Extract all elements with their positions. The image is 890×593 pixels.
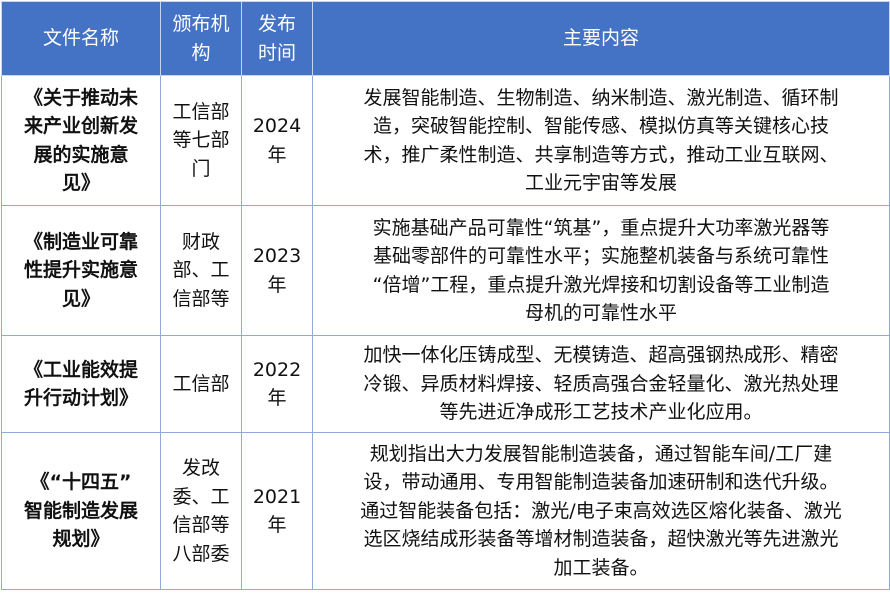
text-line: 通过智能装备包括：激光/电子束高效选区熔化装备、激光 [360,499,842,522]
text-line: 2023 [252,245,302,267]
agency-cell: 工信部 [160,335,242,433]
content-cell: 发展智能制造、生物制造、纳米制造、激光制造、循环制 造，突破智能控制、智能传感、模… [312,75,890,206]
text-line: 设，带动通用、专用智能制造装备加速研制和迭代升级。 [363,471,839,494]
text-line: 术，推广柔性制造、共享制造等方式，推动工业互联网、 [363,143,839,166]
text-line: 2022 [252,358,302,381]
text-line: 规划》 [52,528,110,551]
text-line: 年 [267,514,287,536]
header-main-content: 主要内容 [312,1,890,76]
table-row: 《制造业可靠 性提升实施意 见》 财政部、工信部等 2023 年 实施基础产品可靠性“… [1,205,890,336]
file-name-cell: 《关于推动未 来产业创新发 展的实施意见》 [1,75,161,206]
text-line: 加快一体化压铸成型、无模铸造、超高强钢热成形、精密 [363,344,839,367]
year-cell: 2021 年 [241,432,313,590]
text-line: 年 [267,387,287,409]
text-line: “倍增”工程，重点提升激光焊接和切割设备等工业制造 [372,273,830,296]
text-line: 展的实施意 [33,143,129,166]
text-line: 冷锻、异质材料焊接、轻质高强合金轻量化、激光热处理 [363,372,839,395]
year-cell: 2024 年 [241,75,313,206]
text-line: 来产业创新发 [23,115,138,137]
text-line: 工信部 [172,372,230,395]
text-line: 性提升实施意 [23,259,138,282]
text-line: 《“十四五” [30,471,132,494]
content-cell: 规划指出大力发展智能制造装备，通过智能车间/工厂建 设，带动通用、专用智能制造装备… [312,432,890,590]
header-file-name: 文件名称 [1,1,161,76]
text-line: 2021 [252,485,302,508]
text-line: 部、工 [172,259,230,282]
year-cell: 2023 年 [241,205,313,336]
text-line: 升行动计划》 [23,387,138,409]
header-release-time: 发布 时间 [241,1,313,76]
file-name-cell: 《“十四五” 智能制造发展 规划》 [1,432,161,590]
text-line: 八部委 [172,542,230,565]
header-row: 文件名称 颁布机构 发布时间 主要内容 [1,1,890,76]
text-line: 主要内容 [562,27,639,50]
text-line: 门 [191,157,211,180]
agency-cell: 工信部 等七部门 [160,75,242,206]
text-line: 2024 [252,115,302,137]
text-line: 发布 [257,13,296,35]
text-line: 实施基础产品可靠性“筑基”，重点提升大功率激光器等 [372,216,830,239]
text-line: 《工业能效提 [23,358,138,381]
file-name-cell: 《工业能效提 升行动计划》 [1,335,161,433]
text-line: 《关于推动未 [23,86,138,109]
table-row: 《“十四五” 智能制造发展 规划》 发改委、工信部等八部委 2021 年 规划指出大力… [1,432,890,590]
table-row: 《工业能效提 升行动计划》 工信部 2022 年 加快一体化压铸成型、无模铸造、超高… [1,335,890,433]
content-cell: 实施基础产品可靠性“筑基”，重点提升大功率激光器等 基础零部件的可靠性水平；实施整… [312,205,890,336]
text-line: 智能制造发展 [23,499,138,522]
text-line: 构 [191,41,211,64]
text-line: 选区烧结成形装备等增材制造装备，超快激光等先进激光 [363,528,839,551]
text-line: 造，突破智能控制、智能传感、模拟仿真等关键核心技 [372,115,829,137]
year-cell: 2022 年 [241,335,313,433]
text-line: 发改 [181,457,220,479]
text-line: 信部等 [172,287,230,310]
text-line: 等先进近净成形工艺技术产业化应用。 [439,401,763,424]
text-line: 年 [267,143,287,166]
text-line: 颁布机 [172,13,230,35]
text-line: 基础零部件的可靠性水平；实施整机装备与系统可靠性 [372,245,829,267]
text-line: 工业元宇宙等发展 [524,172,677,194]
content-cell: 加快一体化压铸成型、无模铸造、超高强钢热成形、精密 冷锻、异质材料焊接、轻质高强合… [312,335,890,433]
text-line: 见》 [61,172,100,194]
file-name-cell: 《制造业可靠 性提升实施意 见》 [1,205,161,336]
text-line: 加工装备。 [553,556,649,579]
text-line: 见》 [61,287,100,310]
text-line: 等七部 [172,129,230,152]
text-line: 委、工 [172,485,230,508]
text-line: 《制造业可靠 [23,230,138,253]
text-line: 年 [267,273,287,296]
text-line: 时间 [257,41,296,64]
text-line: 信部等 [172,514,230,536]
table-row: 《关于推动未 来产业创新发 展的实施意见》 工信部等七部门 2024 年 发展智能制造… [1,75,890,206]
text-line: 规划指出大力发展智能制造装备，通过智能车间/工厂建 [369,442,833,465]
text-line: 工信部 [172,100,230,123]
agency-cell: 财政 部、工 信部等 [160,205,242,336]
text-line: 母机的可靠性水平 [524,302,677,324]
agency-cell: 发改委、工信部等八部委 [160,432,242,590]
text-line: 财政 [181,230,220,253]
text-line: 发展智能制造、生物制造、纳米制造、激光制造、循环制 [363,86,839,109]
text-line: 文件名称 [42,27,119,50]
header-issuing-agency: 颁布机构 [160,1,242,76]
